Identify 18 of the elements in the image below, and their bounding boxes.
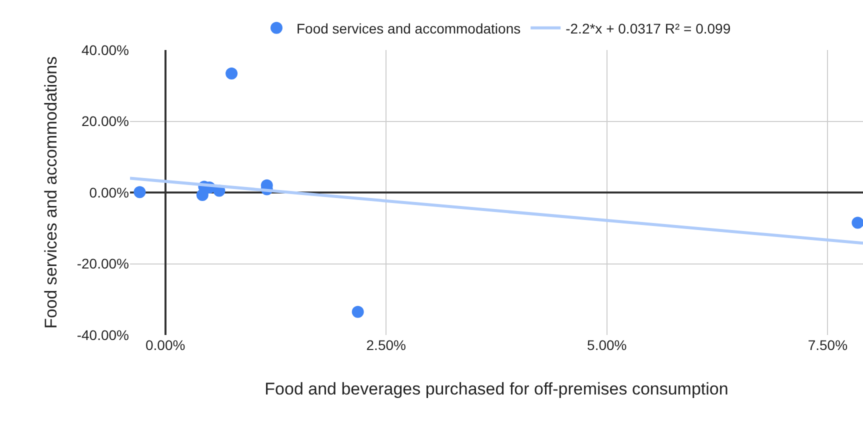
y-tick-label: -40.00%	[76, 326, 129, 343]
y-axis-title: Food services and accommodations	[41, 56, 60, 329]
x-tick-label: 0.00%	[145, 337, 186, 353]
x-tick-label: 2.50%	[366, 337, 406, 353]
y-tick-label: -20.00%	[76, 256, 129, 272]
legend-label: Food services and accommodations	[296, 20, 521, 36]
y-tick-label: 20.00%	[82, 113, 129, 130]
point	[134, 186, 146, 198]
y-tick-label: 40.00%	[82, 42, 129, 58]
legend-label: -2.2*x + 0.0317 R² = 0.099	[566, 20, 731, 36]
y-tick-label: 0.00%	[89, 184, 129, 200]
x-axis-title: Food and beverages purchased for off-premises consumption	[264, 379, 728, 398]
point	[852, 216, 863, 229]
x-tick-label: 5.00%	[587, 337, 627, 353]
point	[352, 306, 364, 318]
point	[196, 188, 208, 201]
point	[226, 68, 238, 80]
x-tick-label: 7.50%	[808, 337, 848, 353]
